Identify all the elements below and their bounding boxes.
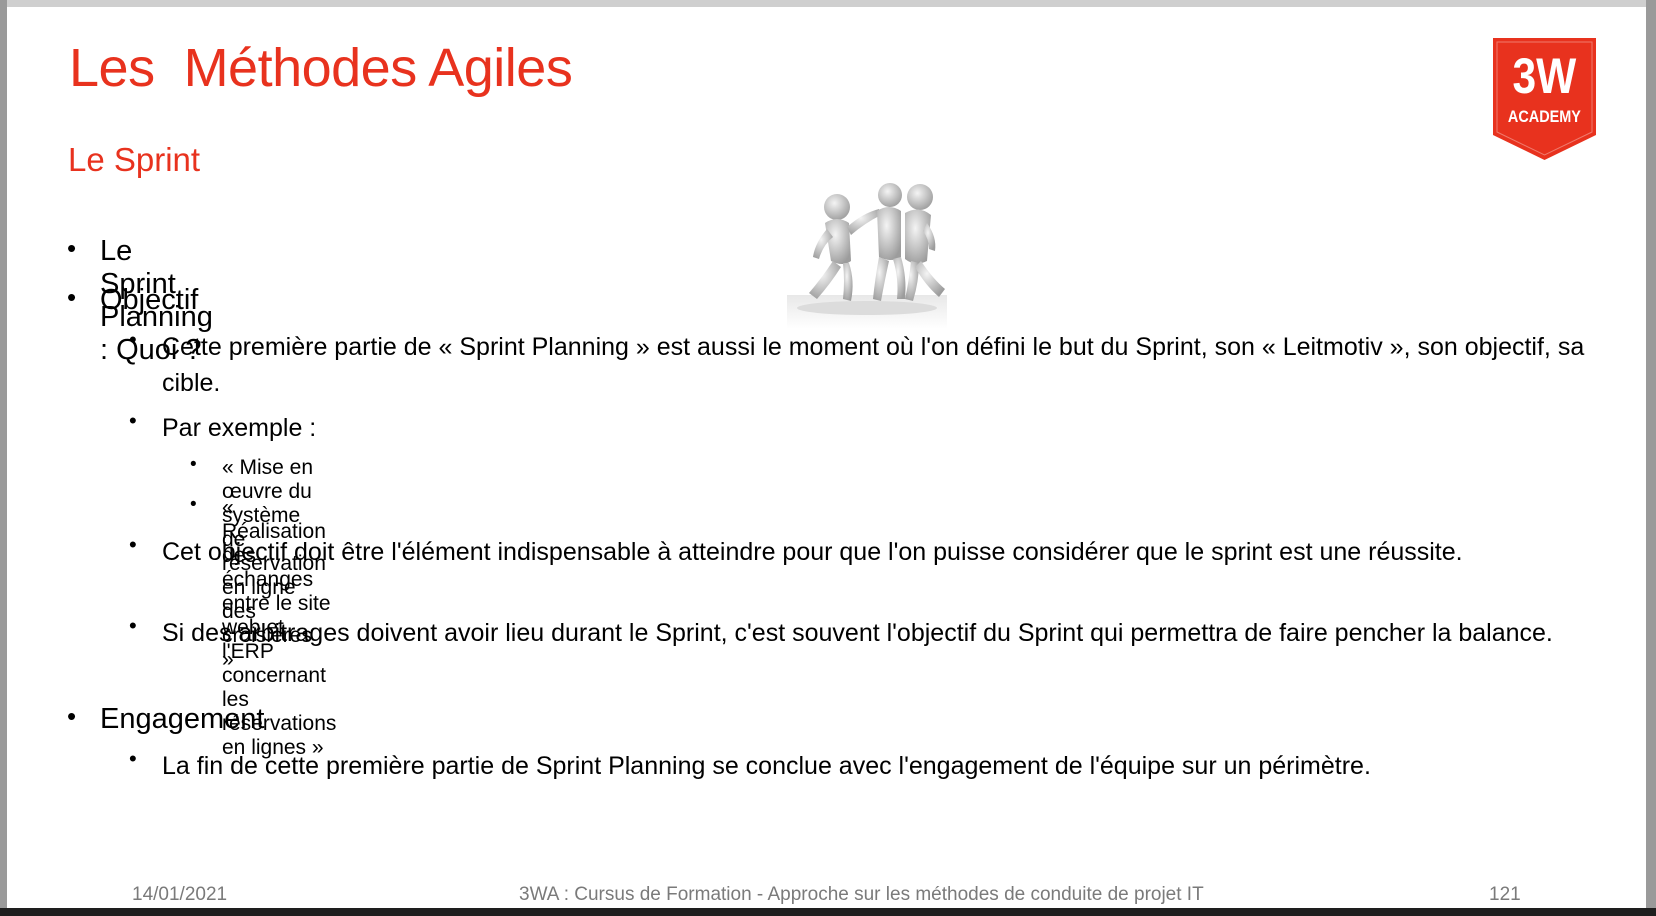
window-left-edge — [0, 0, 7, 916]
3w-academy-logo: 3W ACADEMY — [1493, 38, 1596, 160]
bullet-level1-engagement: Engagement — [100, 703, 265, 735]
bullet-level1-marker: • — [67, 701, 77, 731]
bullet-level2-objectif-text-2: Cet objectif doit être l'élément indispe… — [162, 538, 1463, 566]
bullet-level3-marker: • — [190, 494, 197, 515]
bullet-level2-engagement-text: La fin de cette première partie de Sprin… — [162, 752, 1371, 780]
bullet-level3-marker: • — [190, 454, 197, 475]
bullet-level2-marker: • — [129, 746, 137, 771]
window-scrollbar[interactable] — [1646, 0, 1656, 916]
slide-subtitle: Le Sprint — [68, 141, 201, 178]
bullet-level2-par-exemple: Par exemple : — [162, 414, 317, 442]
bullet-level1-marker: • — [67, 233, 77, 263]
bullet-level3-exemple-1: « Mise en œuvre du système de réservatio… — [222, 456, 326, 671]
bullet-level2-objectif-text-3: Si des arbitrages doivent avoir lieu dur… — [162, 619, 1553, 647]
footer-date: 14/01/2021 — [132, 884, 228, 905]
footer-course-title: 3WA : Cursus de Formation - Approche sur… — [519, 884, 1204, 905]
bullet-level1-objectif: Objectif — [100, 284, 199, 316]
bullet-level2-marker: • — [129, 532, 137, 557]
bullet-level3-exemple-2: « Réalisation des échanges entre le site… — [222, 496, 337, 759]
bullet-level1-sprint-planning: Le Sprint Planning : Quoi ? — [100, 235, 213, 366]
slide: Les Méthodes Agiles Le Sprint 3W ACADEMY — [7, 7, 1646, 908]
bullet-level2-marker: • — [129, 613, 137, 638]
window-top-edge — [0, 0, 1656, 7]
footer-page-number: 121 — [1489, 884, 1521, 905]
logo-text-3w: 3W — [1513, 48, 1577, 104]
slide-title: Les Méthodes Agiles — [69, 38, 573, 98]
logo-text-academy: ACADEMY — [1508, 108, 1581, 126]
bullet-level1-marker: • — [67, 282, 77, 312]
window-bottom-bar — [0, 908, 1656, 916]
bullet-level2-objectif-text-1: Cette première partie de « Sprint Planni… — [162, 333, 1585, 397]
bullet-level2-marker: • — [129, 408, 137, 433]
bullet-level2-marker: • — [129, 327, 137, 352]
people-celebrating-figure-icon — [787, 183, 947, 329]
